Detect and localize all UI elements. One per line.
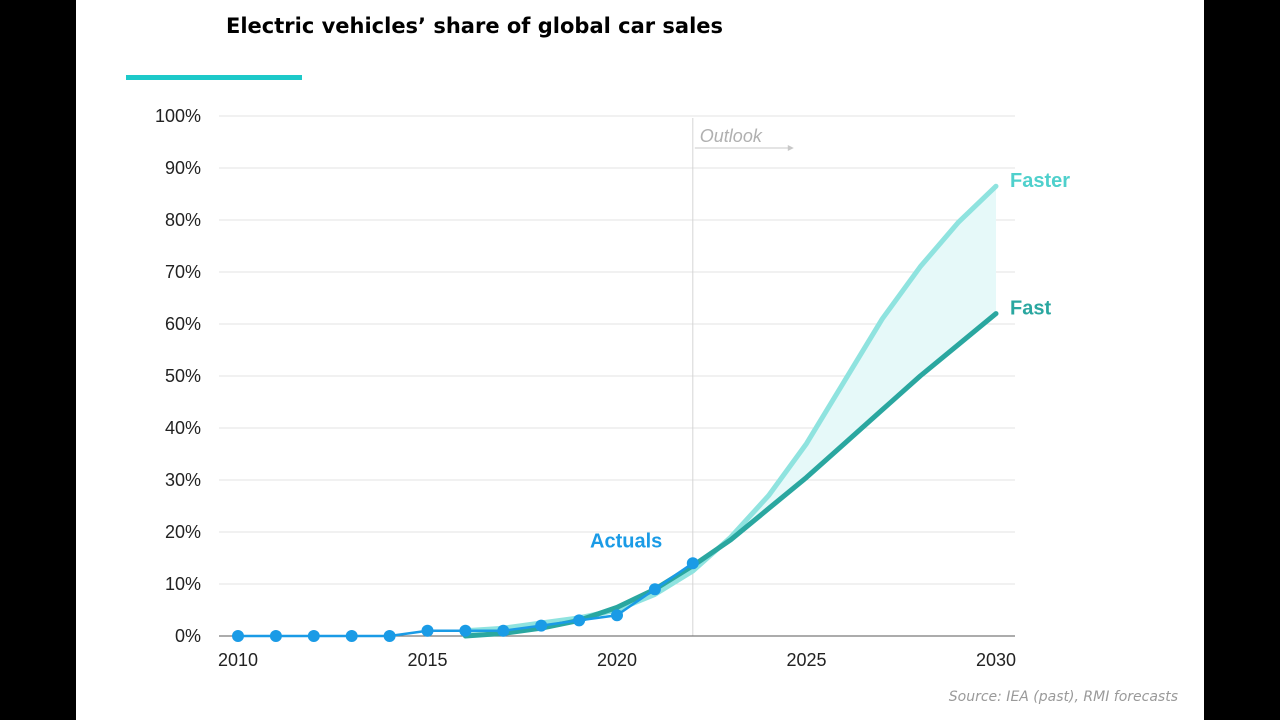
band-layer <box>465 186 996 636</box>
data-point-actuals <box>307 630 320 642</box>
axis-layer: 0% 10% 20% 30% 40% 50% 60% 70% 80% 90% 100% 2010 201… <box>155 106 1016 670</box>
y-tick-label: 40% <box>165 418 201 438</box>
series-layer <box>232 183 999 642</box>
data-point-actuals <box>497 624 510 637</box>
title-accent-bar <box>126 75 302 80</box>
series-line-faster <box>462 183 999 634</box>
y-tick-label: 80% <box>165 210 201 230</box>
data-point-actuals <box>686 557 699 570</box>
x-tick-label: 2015 <box>407 650 447 670</box>
data-point-actuals <box>535 619 548 632</box>
data-point-actuals <box>648 583 661 596</box>
outlook-layer: Outlook <box>692 118 794 636</box>
series-label-faster: Faster <box>1010 170 1070 192</box>
data-point-actuals <box>383 630 396 642</box>
source-note: Source: IEA (past), RMI forecasts <box>948 689 1178 705</box>
series-line-fast <box>462 311 999 639</box>
forecast-band <box>465 186 996 636</box>
outlook-label: Outlook <box>700 126 763 146</box>
data-point-actuals <box>421 624 434 637</box>
data-point-actuals <box>232 630 244 642</box>
data-point-actuals <box>573 614 586 627</box>
y-tick-label: 20% <box>165 522 201 542</box>
y-tick-label: 70% <box>165 262 201 282</box>
y-tick-label: 0% <box>175 626 201 646</box>
x-tick-label: 2020 <box>597 650 637 670</box>
x-tick-label: 2030 <box>976 650 1016 670</box>
data-point-actuals <box>611 609 623 622</box>
y-tick-label: 30% <box>165 470 201 490</box>
y-tick-label: 60% <box>165 314 201 334</box>
y-tick-label: 90% <box>165 158 201 178</box>
y-tick-label: 10% <box>165 574 201 594</box>
series-label-fast: Fast <box>1010 298 1051 320</box>
chart-title: Electric vehicles’ share of global car s… <box>226 14 724 38</box>
x-tick-label: 2010 <box>218 650 258 670</box>
outlook-arrow-head <box>787 145 794 151</box>
series-label-actuals: Actuals <box>590 530 662 552</box>
data-point-actuals <box>459 624 472 637</box>
data-point-actuals <box>345 630 358 642</box>
x-tick-label: 2025 <box>786 650 826 670</box>
data-point-actuals <box>269 630 282 642</box>
y-tick-label: 100% <box>155 106 201 126</box>
y-tick-label: 50% <box>165 366 201 386</box>
label-layer: Faster Fast Actuals <box>590 170 1070 552</box>
